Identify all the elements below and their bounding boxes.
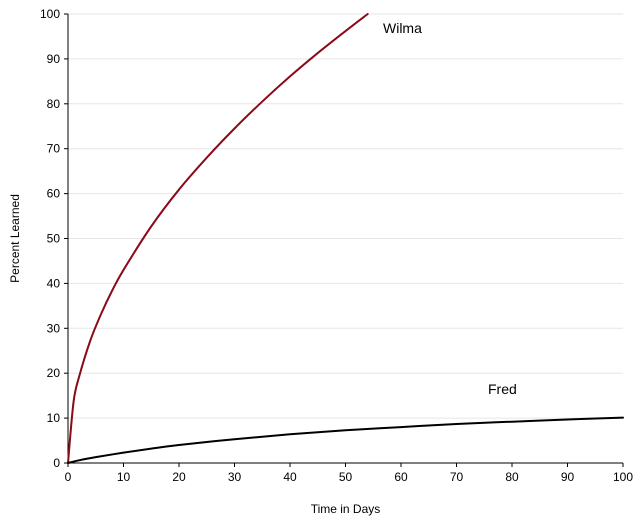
y-tick-label: 80 (47, 97, 61, 111)
y-tick-label: 60 (47, 187, 61, 201)
axes: 0 10 20 30 40 50 60 70 80 90 100 0 10 20 30 40 50 60 70 80 9… (40, 7, 633, 484)
y-tick-label: 30 (47, 321, 61, 335)
x-tick-label: 40 (283, 470, 297, 484)
labels: Percent Learned Time in Days Wilma Fred (8, 20, 517, 516)
x-tick-label: 10 (117, 470, 131, 484)
x-tick-label: 100 (613, 470, 633, 484)
series-label-fred: Fred (488, 381, 517, 397)
y-tick-label: 70 (47, 142, 61, 156)
x-tick-label: 20 (172, 470, 186, 484)
x-tick-label: 70 (450, 470, 464, 484)
series (67, 13, 624, 464)
x-tick-label: 30 (228, 470, 242, 484)
x-tick-label: 50 (339, 470, 353, 484)
y-tick-label: 100 (40, 7, 60, 21)
grid (68, 13, 623, 419)
y-tick-label: 20 (47, 366, 61, 380)
x-tick-label: 60 (394, 470, 408, 484)
y-tick-label: 10 (47, 411, 61, 425)
x-axis-title: Time in Days (311, 502, 381, 516)
x-tick-label: 80 (505, 470, 519, 484)
series-line-wilma (67, 13, 369, 464)
y-tick-label: 0 (53, 456, 60, 470)
x-tick-label: 0 (65, 470, 72, 484)
series-line-fred (67, 416, 624, 464)
y-tick-label: 50 (47, 232, 61, 246)
series-label-wilma: Wilma (383, 20, 422, 36)
x-tick-label: 90 (561, 470, 575, 484)
y-axis-title: Percent Learned (8, 194, 22, 283)
y-tick-label: 90 (47, 52, 61, 66)
y-tick-label: 40 (47, 276, 61, 290)
